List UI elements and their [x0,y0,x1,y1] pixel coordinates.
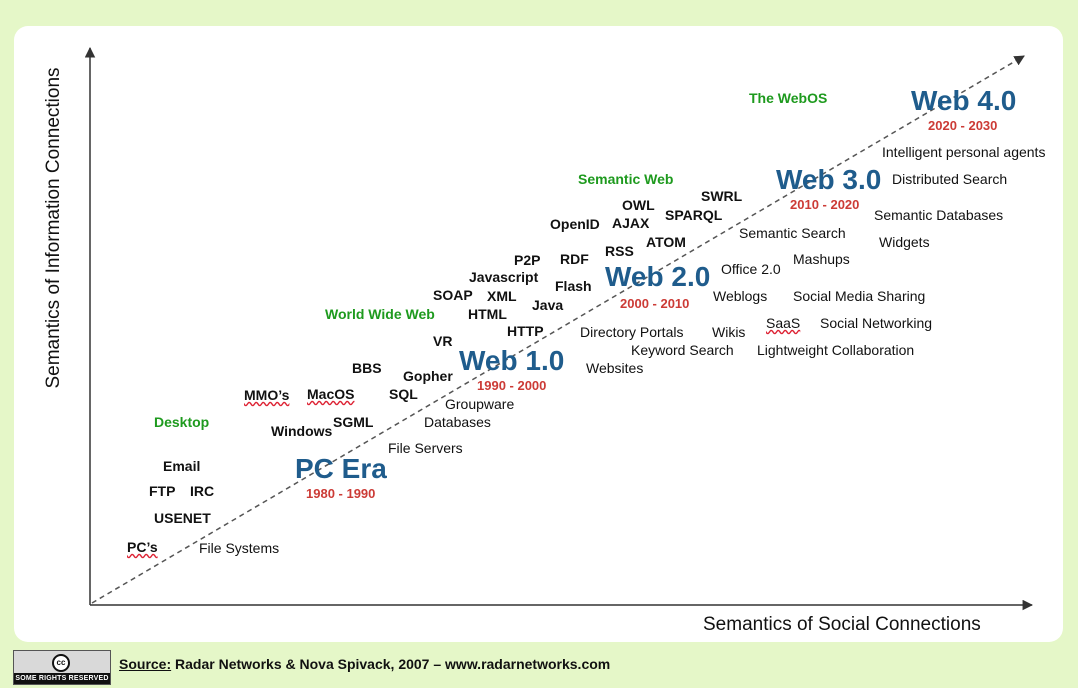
term-gopher: Gopher [403,368,453,384]
term-atom: ATOM [646,234,686,250]
term-wikis: Wikis [712,324,746,340]
term-javascript: Javascript [469,269,539,285]
term-mmos: MMO’s [244,387,290,403]
term-distributed-search: Distributed Search [892,171,1008,187]
term-openid: OpenID [550,216,600,232]
source-label: Source: [119,656,172,672]
era-web3: Web 3.0 [776,164,882,195]
category-webos: The WebOS [749,90,828,106]
term-groupware: Groupware [445,396,515,412]
era-pc: PC Era [295,453,387,484]
term-semantic-databases: Semantic Databases [874,207,1004,223]
term-pcs: PC’s [127,539,158,555]
term-intelligent-agents: Intelligent personal agents [882,144,1046,160]
term-rdf: RDF [560,251,589,267]
category-semantic-web: Semantic Web [578,171,674,187]
creative-commons-badge[interactable]: cc SOME RIGHTS RESERVED [13,650,111,685]
era-web4-range: 2020 - 2030 [928,118,998,133]
term-p2p: P2P [514,252,541,268]
term-keyword-search: Keyword Search [631,342,734,358]
term-ajax: AJAX [612,215,650,231]
term-windows: Windows [271,423,333,439]
term-email: Email [163,458,201,474]
era-web2-range: 2000 - 2010 [620,296,690,311]
y-axis-label: Semantics of Information Connections [43,67,64,389]
term-databases: Databases [424,414,491,430]
category-desktop: Desktop [154,414,210,430]
era-web3-range: 2010 - 2020 [790,197,860,212]
term-saas: SaaS [766,315,801,331]
term-directory-portals: Directory Portals [580,324,684,340]
term-office20: Office 2.0 [721,261,781,277]
term-java: Java [532,297,564,313]
x-axis-label: Semantics of Social Connections [703,614,981,635]
term-flash: Flash [555,278,592,294]
source-footer: Source: Radar Networks & Nova Spivack, 2… [119,656,610,672]
term-social-media-sharing: Social Media Sharing [793,288,926,304]
term-usenet: USENET [154,510,211,526]
term-http: HTTP [507,323,544,339]
era-web1-range: 1990 - 2000 [477,378,547,393]
term-bbs: BBS [352,360,382,376]
term-swrl: SWRL [701,188,743,204]
term-sparql: SPARQL [665,207,723,223]
era-web1: Web 1.0 [459,345,565,376]
era-web4: Web 4.0 [911,85,1017,116]
term-mashups: Mashups [793,251,850,267]
category-www: World Wide Web [325,306,435,322]
term-irc: IRC [190,483,215,499]
term-macos: MacOS [307,386,355,402]
term-soap: SOAP [433,287,473,303]
term-websites: Websites [586,360,644,376]
term-file-systems: File Systems [199,540,280,556]
term-weblogs: Weblogs [713,288,768,304]
cc-icon: cc [52,654,70,672]
term-owl: OWL [622,197,655,213]
era-web2: Web 2.0 [605,261,711,292]
term-rss: RSS [605,243,634,259]
term-vr: VR [433,333,453,349]
term-social-networking: Social Networking [820,315,933,331]
term-widgets: Widgets [879,234,930,250]
term-sql: SQL [389,386,418,402]
era-pc-range: 1980 - 1990 [306,486,376,501]
term-xml: XML [487,288,517,304]
term-ftp: FTP [149,483,176,499]
term-html: HTML [468,306,507,322]
source-text: Radar Networks & Nova Spivack, 2007 – ww… [171,656,611,672]
term-lightweight-collaboration: Lightweight Collaboration [757,342,915,358]
term-semantic-search: Semantic Search [739,225,846,241]
term-file-servers: File Servers [388,440,463,456]
cc-label: SOME RIGHTS RESERVED [14,673,110,684]
term-sgml: SGML [333,414,374,430]
